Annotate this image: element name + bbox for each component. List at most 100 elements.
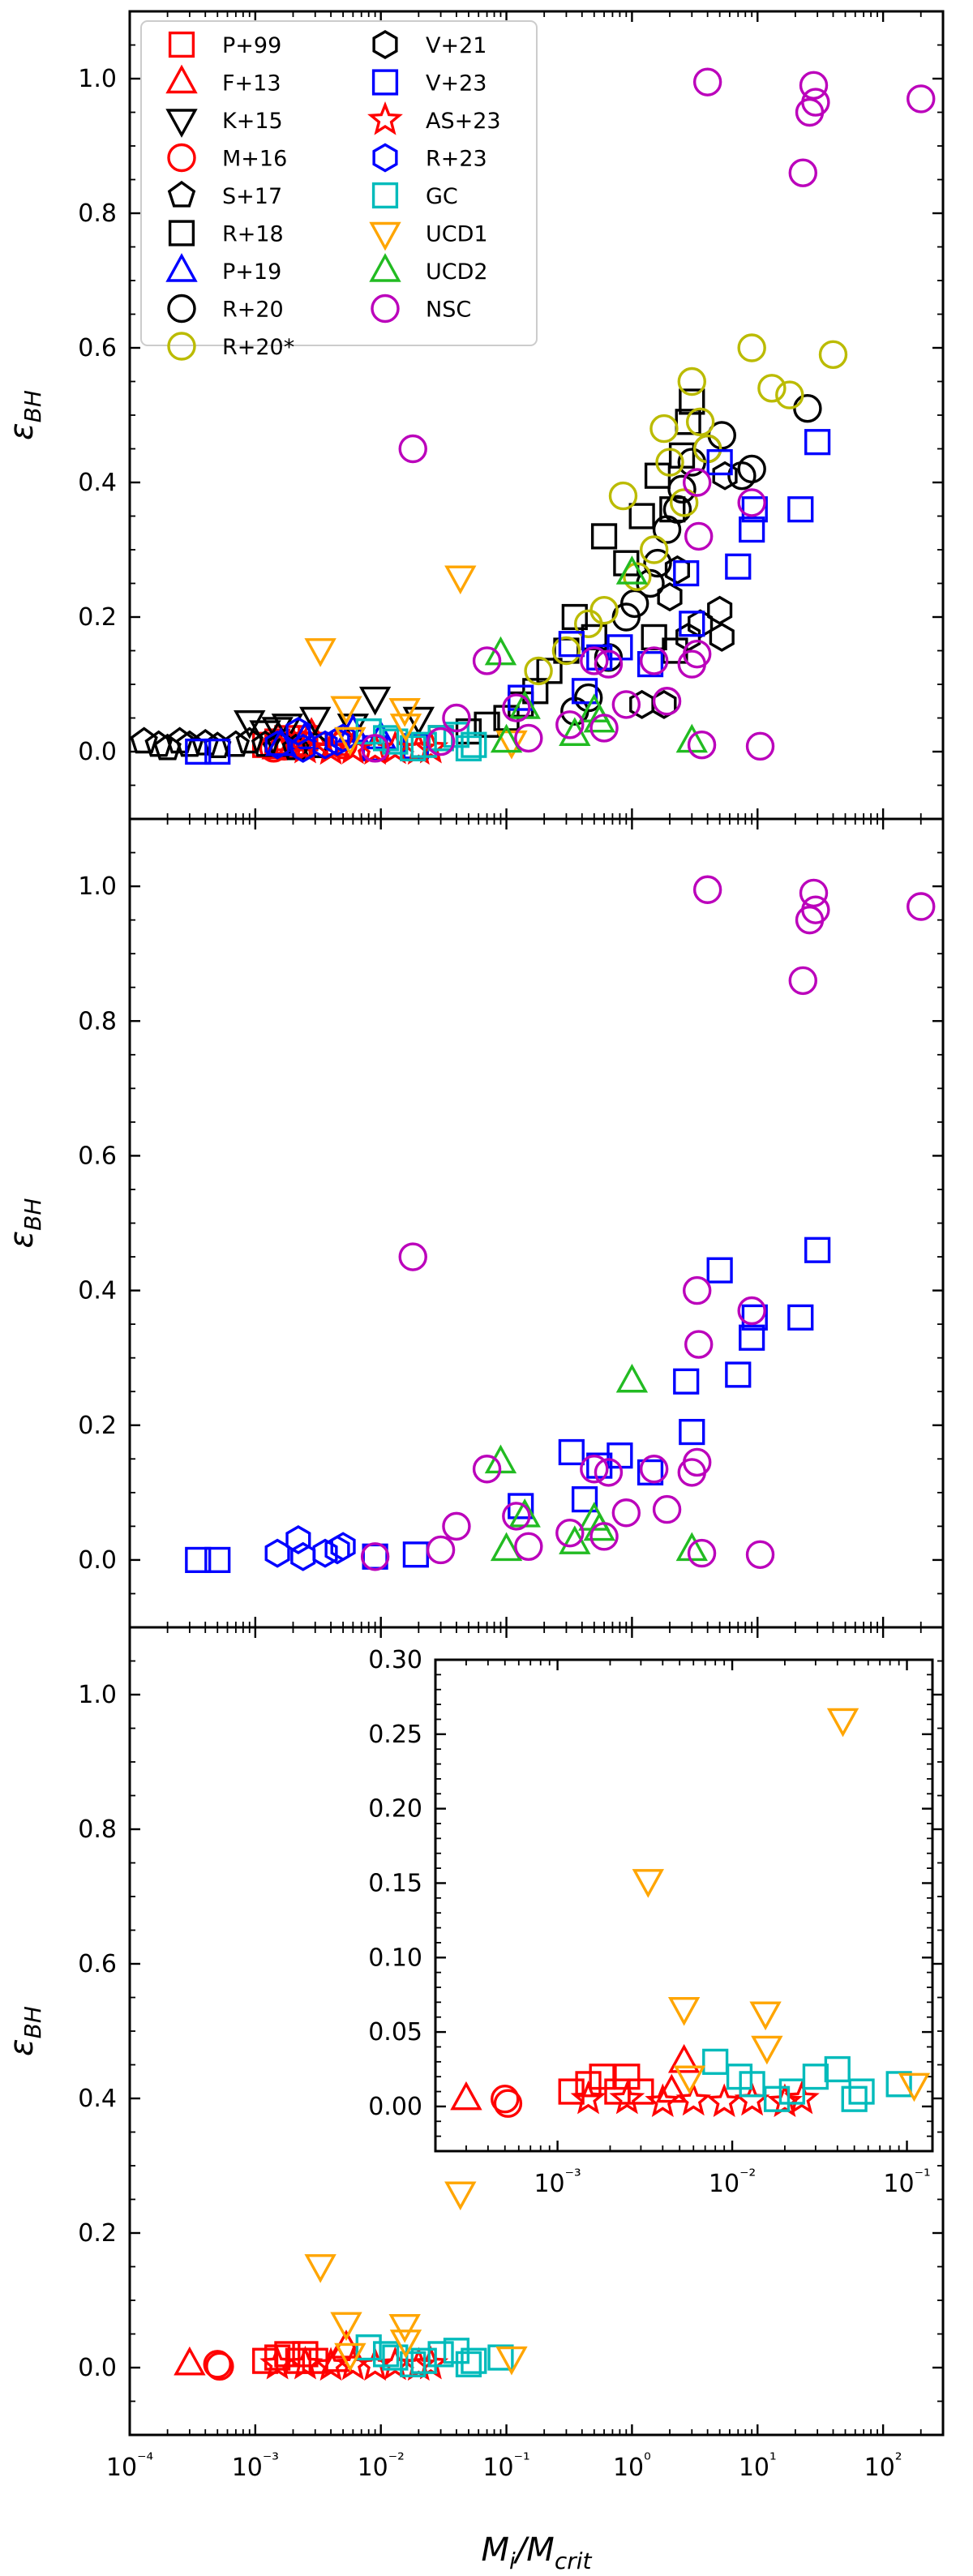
point-r-20 (655, 448, 684, 477)
legend-label-r-23: R+23 (426, 147, 487, 172)
point-v-23 (637, 1459, 664, 1486)
point-r-20 (649, 414, 679, 444)
point-v-23 (558, 631, 585, 658)
point-nsc (788, 158, 817, 187)
point-v-21 (657, 582, 683, 612)
panel-bottom-y-tick-label: 1.0 (78, 1681, 117, 1709)
point-v-23 (637, 651, 664, 678)
point-r-20 (589, 596, 619, 625)
point-gc (382, 2344, 409, 2371)
point-r-20 (685, 407, 715, 436)
inset-x-tick-label: 10⁻¹ (883, 2166, 930, 2198)
point-v-23 (725, 1361, 752, 1388)
point-nsc (442, 703, 471, 733)
legend-label-p-19: P+19 (222, 259, 281, 285)
legend-marker-r-23 (372, 143, 398, 173)
point-r-18 (590, 523, 618, 550)
legend-marker-s-17 (167, 180, 196, 208)
point-k-15 (271, 714, 304, 743)
inset-point-gc (739, 2071, 765, 2098)
point-gc (461, 2347, 487, 2374)
point-gc (455, 2351, 482, 2377)
point-as-23 (287, 2345, 324, 2380)
point-nsc (514, 1532, 543, 1562)
legend-marker-m-16 (167, 143, 196, 173)
point-ucd2 (583, 703, 615, 733)
panel-middle-y-tick-label: 0.8 (78, 1007, 117, 1035)
inset-y-tick-label: 0.25 (368, 1721, 422, 1749)
point-nsc (799, 71, 829, 101)
point-v-23 (706, 1257, 733, 1284)
point-ucd1 (304, 638, 336, 667)
point-v-21 (664, 555, 690, 585)
point-r-18 (522, 678, 549, 705)
panel-top-y-tick-label: 0.0 (78, 738, 117, 766)
legend-marker-v-21 (372, 30, 398, 59)
point-v-21 (707, 595, 733, 625)
point-nsc (652, 687, 682, 716)
point-nsc (472, 1455, 502, 1484)
point-nsc (580, 646, 609, 675)
point-nsc (426, 1535, 456, 1565)
panel-middle: 0.0 0.2 0.4 0.6 0.8 1.0 εBH (3, 817, 945, 1629)
point-r-18 (474, 711, 500, 738)
point-s-17 (130, 727, 158, 754)
point-r-20 (639, 535, 669, 564)
inset-point-gc (802, 2064, 829, 2090)
point-ucd1 (330, 696, 362, 726)
point-nsc (398, 1242, 427, 1271)
panel-bottom-x-tick-label: 10⁰ (613, 2450, 651, 2482)
legend-label-r-20: R+20 (222, 298, 284, 323)
point-ucd2 (490, 1532, 523, 1562)
legend-label-v-21: V+21 (426, 33, 486, 58)
point-gc (455, 735, 482, 761)
inset-y-tick-label: 0.20 (368, 1795, 422, 1824)
point-r-20 (608, 481, 638, 511)
inset-point-m-16 (491, 2085, 520, 2114)
panel-top-y-tick-label: 0.4 (78, 469, 117, 497)
point-nsc (594, 649, 624, 679)
point-r-20 (524, 656, 553, 686)
inset-y-tick-label: 0.00 (368, 2093, 422, 2121)
point-v-23 (787, 1304, 814, 1331)
panel-bottom-y-tick-label: 0.2 (78, 2219, 117, 2248)
point-ucd1 (444, 565, 477, 595)
point-f-13 (174, 2346, 206, 2376)
point-r-20 (643, 548, 672, 578)
point-v-23 (741, 496, 768, 523)
point-nsc (398, 434, 427, 464)
point-nsc (594, 1458, 624, 1487)
point-r-20 (574, 683, 603, 713)
legend-label-gc: GC (426, 184, 458, 209)
inset-point-gc (841, 2085, 868, 2112)
point-nsc (799, 878, 829, 908)
point-v-23 (571, 1486, 598, 1513)
point-r-23 (324, 1535, 350, 1565)
legend-label-s-17: S+17 (222, 184, 282, 209)
point-v-23 (673, 559, 700, 587)
point-nsc (442, 1511, 471, 1541)
legend-marker-r-18 (168, 220, 195, 246)
point-r-20 (623, 562, 652, 591)
legend-marker-gc (371, 182, 399, 209)
point-nsc (426, 727, 456, 757)
point-ucd1 (389, 714, 422, 743)
point-v-23 (204, 1546, 231, 1574)
inset-point-as-23 (783, 2080, 820, 2115)
inset-point-ucd1 (751, 2035, 783, 2065)
point-v-23 (804, 429, 831, 456)
inset-point-as-23 (609, 2080, 645, 2115)
point-nsc (801, 88, 830, 117)
inset-point-p-99 (575, 2071, 602, 2098)
x-axis-label: Mi/Mcrit (482, 2531, 593, 2574)
panels-layer: 0.0 0.2 0.4 0.6 0.8 1.0 εBH P+99 F+13 K+15 M+16 S+1… (3, 10, 945, 2574)
point-v-23 (679, 611, 705, 637)
panel-middle-y-tick-label: 0.2 (78, 1412, 117, 1440)
markers-bottom (174, 2181, 528, 2381)
point-v-23 (558, 1438, 585, 1466)
panel-bottom-y-tick-label: 0.6 (78, 1950, 117, 1978)
point-gc (461, 731, 487, 758)
point-v-21 (712, 461, 738, 491)
point-gc (373, 725, 400, 752)
point-ucd1 (389, 2330, 422, 2359)
